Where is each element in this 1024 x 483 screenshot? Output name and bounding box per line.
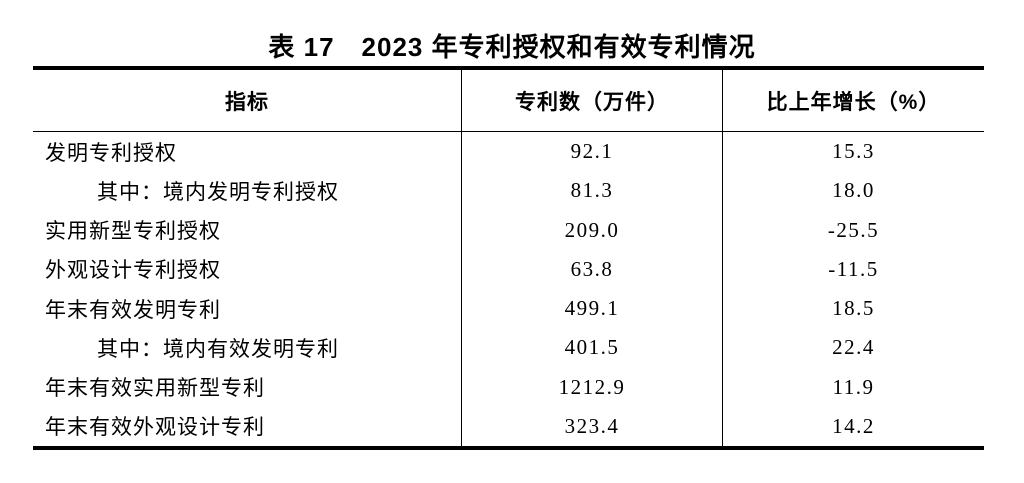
table-header-row: 指标 专利数（万件） 比上年增长（%） [33,70,984,132]
table-row: 年末有效外观设计专利 323.4 14.2 [33,406,984,446]
indicator-cell: 发明专利授权 [45,140,177,165]
indicator-cell: 其中：境内有效发明专利 [97,336,339,361]
growth-value: 18.5 [832,296,875,321]
patents-value: 92.1 [570,139,614,164]
patents-value: 499.1 [564,296,620,321]
indicator-cell: 年末有效实用新型专利 [45,376,265,401]
table-row: 年末有效实用新型专利 1212.9 11.9 [33,367,984,407]
indicator-cell: 年末有效外观设计专利 [45,415,265,440]
growth-value: 15.3 [832,139,875,164]
growth-value: 11.9 [832,374,875,399]
patents-table: 指标 专利数（万件） 比上年增长（%） 发明专利授权 92.1 15.3 其中：… [33,66,984,450]
growth-value: -11.5 [828,256,879,281]
table-title: 表 17 2023 年专利授权和有效专利情况 [268,32,756,62]
indicator-cell: 其中：境内发明专利授权 [97,179,339,204]
column-header-indicator: 指标 [225,90,269,114]
indicator-cell: 年末有效发明专利 [45,297,221,322]
growth-value: 18.0 [832,178,875,203]
header-cell-patents: 专利数（万件） [461,70,723,131]
patents-value: 63.8 [570,256,614,281]
table-row: 发明专利授权 92.1 15.3 [33,132,984,172]
column-header-growth: 比上年增长（%） [766,90,941,114]
patents-value: 1212.9 [558,374,626,399]
indicator-cell: 外观设计专利授权 [45,258,221,283]
table-row: 年末有效发明专利 499.1 18.5 [33,289,984,329]
table-row: 实用新型专利授权 209.0 -25.5 [33,210,984,250]
patents-value: 81.3 [570,178,614,203]
growth-value: -25.5 [827,217,880,242]
patents-value: 209.0 [564,217,620,242]
table-row-sub: 其中：境内有效发明专利 401.5 22.4 [33,328,984,368]
growth-value: 14.2 [832,413,875,438]
growth-value: 22.4 [832,335,875,360]
patents-value: 323.4 [564,413,620,438]
header-cell-growth: 比上年增长（%） [723,70,984,131]
indicator-cell: 实用新型专利授权 [45,219,221,244]
column-header-patents: 专利数（万件） [515,90,669,114]
header-cell-indicator: 指标 [33,70,461,131]
table-row: 外观设计专利授权 63.8 -11.5 [33,249,984,289]
table-row-sub: 其中：境内发明专利授权 81.3 18.0 [33,171,984,211]
patents-value: 401.5 [564,335,620,360]
